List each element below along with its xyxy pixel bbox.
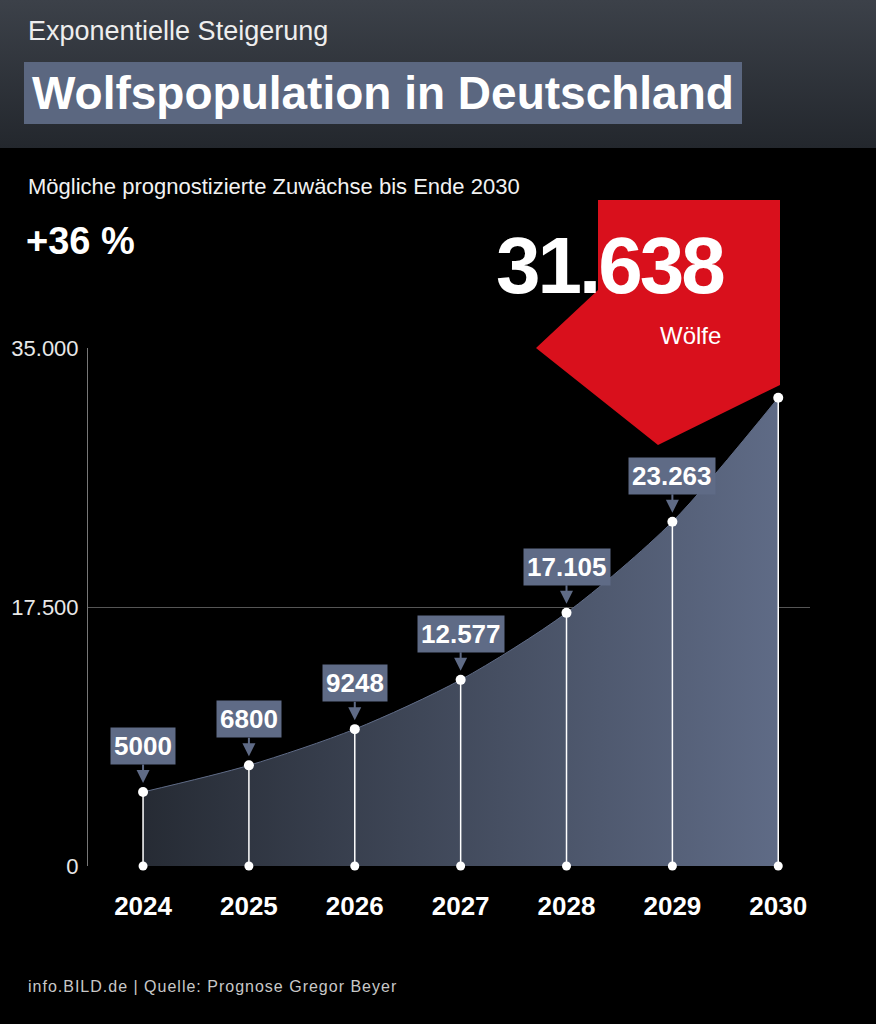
svg-text:2025: 2025 [220, 891, 278, 921]
svg-text:12.577: 12.577 [421, 619, 501, 649]
html-text:31.638: 31.638 [496, 221, 723, 310]
svg-text:17.105: 17.105 [527, 552, 607, 582]
svg-text:2028: 2028 [538, 891, 596, 921]
svg-text:2024: 2024 [114, 891, 172, 921]
svg-text:2030: 2030 [749, 891, 807, 921]
html-text:Mögliche prognostizierte Zuwäc: Mögliche prognostizierte Zuwächse bis En… [28, 174, 520, 199]
svg-text:9248: 9248 [326, 668, 384, 698]
html-text:Wolfspopulation in Deutschland: Wolfspopulation in Deutschland [32, 67, 734, 119]
html-text:info.BILD.de | Quelle: Prognos: info.BILD.de | Quelle: Prognose Gregor B… [28, 978, 398, 995]
svg-text:6800: 6800 [220, 704, 278, 734]
svg-text:5000: 5000 [114, 731, 172, 761]
svg-text:2029: 2029 [643, 891, 701, 921]
svg-text:23.263: 23.263 [632, 461, 712, 491]
html-text:Exponentielle Steigerung: Exponentielle Steigerung [28, 16, 329, 46]
svg-text:2026: 2026 [326, 891, 384, 921]
html-text:Wölfe: Wölfe [660, 322, 722, 349]
svg-text:17.500: 17.500 [11, 595, 78, 620]
svg-text:0: 0 [66, 854, 78, 879]
html-text:+36 %: +36 % [26, 220, 135, 262]
svg-text:2027: 2027 [432, 891, 490, 921]
svg-text:35.000: 35.000 [11, 336, 78, 361]
